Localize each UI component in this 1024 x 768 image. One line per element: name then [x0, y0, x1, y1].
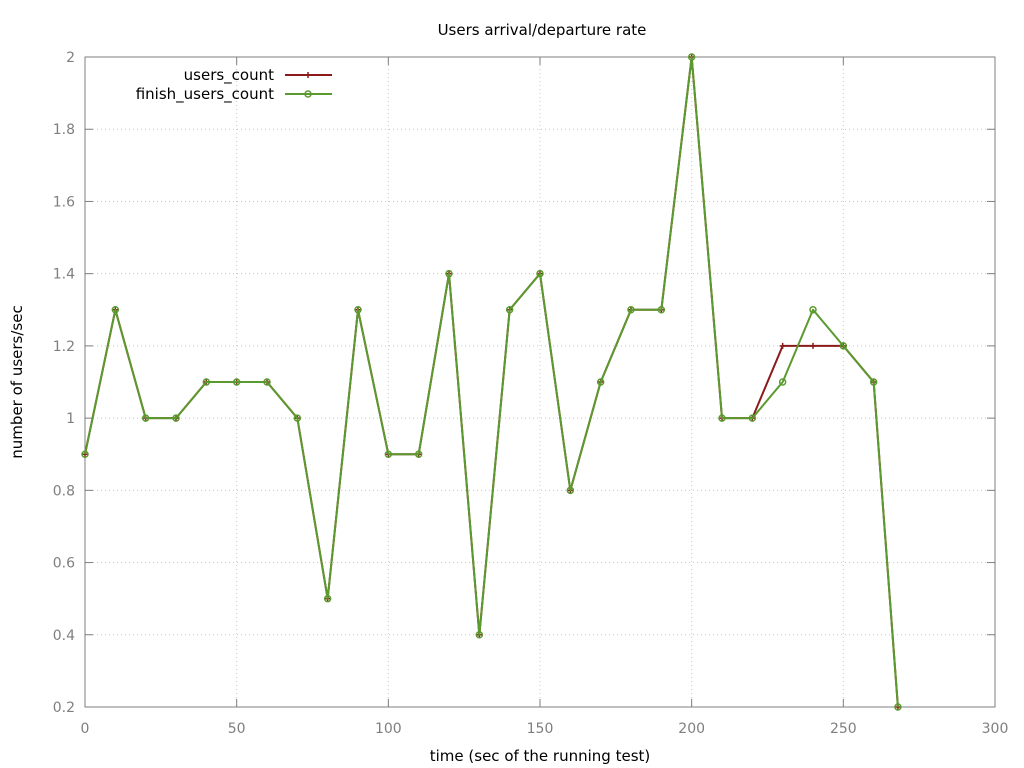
- legend-label-finish_users_count: finish_users_count: [136, 85, 274, 104]
- series-layer: [81, 53, 902, 711]
- y-tick-label: 2: [66, 50, 75, 66]
- legend-marker-finish_users_count: [304, 90, 312, 98]
- data-point: [141, 414, 150, 422]
- data-point: [172, 414, 180, 422]
- data-point: [748, 414, 757, 422]
- y-tick-label: 0.4: [53, 628, 75, 644]
- data-point: [810, 342, 816, 349]
- data-point: [81, 450, 89, 458]
- series-users_count: [82, 54, 901, 710]
- data-point: [505, 306, 514, 314]
- x-tick-label: 0: [81, 721, 90, 737]
- series-line-finish_users_count: [84, 56, 899, 708]
- y-tick-label: 0.8: [53, 483, 75, 499]
- data-point: [809, 306, 817, 314]
- data-point: [354, 306, 362, 314]
- y-tick-label: 0.2: [53, 700, 75, 716]
- y-tick-label: 1.6: [53, 194, 75, 210]
- data-point: [536, 269, 544, 278]
- data-point: [687, 53, 696, 61]
- x-axis-title: time (sec of the running test): [430, 747, 651, 765]
- data-point: [445, 269, 453, 278]
- data-point: [839, 342, 848, 350]
- data-point: [414, 450, 423, 458]
- data-point: [718, 414, 726, 422]
- data-point: [475, 631, 484, 639]
- legend-marker-users_count: [305, 72, 311, 78]
- y-tick-label: 1.2: [53, 339, 75, 355]
- y-tick-label: 1.8: [53, 122, 75, 138]
- series-finish_users_count: [81, 53, 902, 711]
- data-point: [232, 378, 241, 386]
- y-axis-title: number of users/sec: [8, 305, 26, 458]
- data-point: [657, 306, 666, 314]
- x-tick-label: 200: [678, 721, 705, 737]
- y-tick-label: 0.6: [53, 556, 75, 572]
- data-point: [869, 378, 878, 386]
- chart-title: Users arrival/departure rate: [438, 21, 647, 39]
- y-tick-label: 1.4: [53, 267, 75, 283]
- x-tick-label: 300: [982, 721, 1009, 737]
- x-tick-label: 50: [228, 721, 246, 737]
- data-point: [627, 306, 635, 314]
- x-tick-label: 100: [375, 721, 402, 737]
- y-axis: 0.2 0.4 0.6 0.8 1 1.2 1.4 1.6 1.8 2: [53, 50, 995, 716]
- x-tick-label: 150: [527, 721, 554, 737]
- legend-label-users_count: users_count: [184, 66, 274, 85]
- data-point: [566, 486, 575, 495]
- x-axis: 0 50 100 150 200 250 300: [81, 57, 1009, 737]
- data-point: [778, 378, 787, 386]
- data-point: [384, 450, 393, 458]
- data-point: [894, 703, 902, 711]
- data-point: [323, 594, 332, 603]
- data-point: [263, 378, 271, 386]
- x-tick-label: 250: [830, 721, 857, 737]
- data-point: [293, 414, 302, 422]
- data-point: [596, 378, 605, 386]
- data-point: [202, 378, 211, 386]
- y-tick-label: 1: [66, 411, 75, 427]
- data-point: [111, 306, 120, 314]
- data-point: [779, 342, 786, 349]
